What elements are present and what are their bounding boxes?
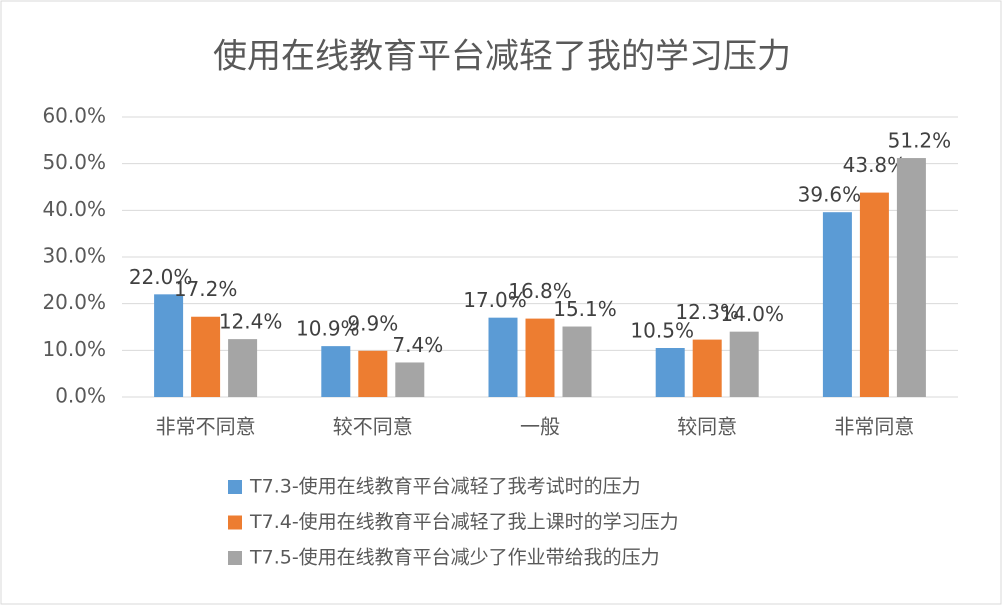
legend-swatch [228, 551, 242, 565]
x-tick-label: 非常不同意 [156, 415, 256, 439]
legend-label: T7.3-使用在线教育平台减轻了我考试时的压力 [249, 476, 641, 498]
chart-title: 使用在线教育平台减轻了我的学习压力 [213, 37, 791, 77]
bar [655, 348, 685, 397]
x-tick-label: 较不同意 [333, 415, 413, 439]
value-label: 10.5% [630, 319, 694, 343]
y-tick-label: 50.0% [42, 150, 106, 174]
value-label: 51.2% [888, 129, 952, 153]
value-label: 9.9% [347, 311, 398, 335]
legend-swatch [228, 480, 242, 494]
value-label: 7.4% [392, 333, 443, 357]
value-label: 17.0% [463, 288, 527, 312]
value-label: 39.6% [798, 183, 862, 207]
value-label: 14.0% [720, 302, 784, 326]
bar [154, 294, 184, 397]
bar [321, 346, 351, 397]
bar [822, 212, 852, 397]
x-tick-label: 非常同意 [834, 415, 914, 439]
legend-label: T7.4-使用在线教育平台减轻了我上课时的学习压力 [249, 511, 679, 533]
value-label: 10.9% [296, 317, 360, 341]
y-tick-label: 10.0% [42, 337, 106, 361]
bar [859, 192, 889, 397]
y-tick-label: 20.0% [42, 290, 106, 314]
bar [358, 350, 388, 397]
bar [562, 326, 592, 397]
legend-swatch [228, 515, 242, 530]
value-label: 15.1% [553, 297, 617, 321]
bar [488, 317, 518, 397]
bar [729, 331, 759, 397]
value-label: 12.4% [219, 310, 283, 334]
bar [395, 362, 425, 397]
value-label: 17.2% [174, 277, 238, 301]
value-label: 16.8% [508, 279, 572, 303]
x-tick-label: 较同意 [677, 415, 737, 439]
value-label: 12.3% [675, 300, 739, 324]
y-tick-label: 30.0% [42, 244, 106, 268]
value-label: 43.8% [843, 153, 907, 177]
bar [191, 316, 221, 397]
bar [692, 339, 722, 397]
value-label: 22.0% [129, 265, 193, 289]
bar [228, 339, 258, 397]
legend-label: T7.5-使用在线教育平台减少了作业带给我的压力 [249, 547, 660, 569]
y-tick-label: 0.0% [55, 384, 106, 408]
bar [896, 158, 926, 397]
bar [525, 318, 555, 397]
x-tick-label: 一般 [520, 415, 560, 439]
y-tick-label: 40.0% [42, 197, 106, 221]
y-tick-label: 60.0% [42, 104, 106, 128]
